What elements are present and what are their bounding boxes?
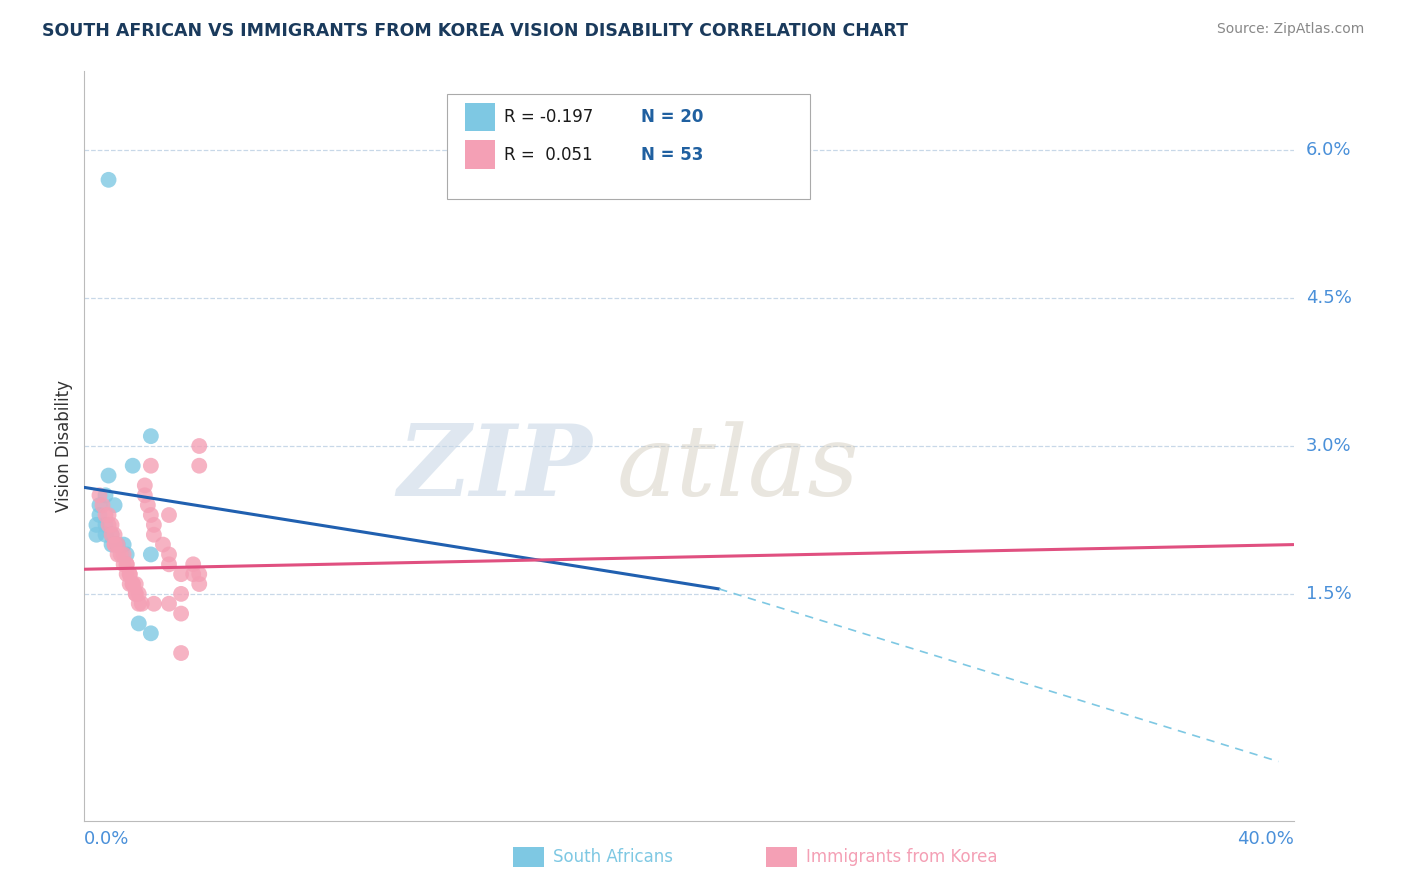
Point xyxy=(97,173,120,187)
Point xyxy=(125,577,148,591)
Point xyxy=(128,616,150,631)
Point xyxy=(89,498,111,512)
Point xyxy=(139,429,162,443)
Text: 3.0%: 3.0% xyxy=(1306,437,1351,455)
Point xyxy=(100,517,122,532)
Text: atlas: atlas xyxy=(616,421,859,516)
Point xyxy=(139,508,162,522)
Text: 0.0%: 0.0% xyxy=(84,830,129,848)
Point xyxy=(112,538,135,552)
Point xyxy=(188,458,211,473)
Point xyxy=(139,458,162,473)
Point xyxy=(107,538,129,552)
Text: N = 53: N = 53 xyxy=(641,145,703,163)
Point xyxy=(104,527,127,541)
Point xyxy=(110,548,132,562)
Point xyxy=(188,439,211,453)
Point xyxy=(134,478,156,492)
Point xyxy=(121,577,143,591)
Point xyxy=(115,567,138,582)
Point xyxy=(157,508,180,522)
Point xyxy=(107,548,129,562)
FancyBboxPatch shape xyxy=(465,140,495,169)
Point xyxy=(121,577,143,591)
Point xyxy=(91,498,114,512)
Text: Source: ZipAtlas.com: Source: ZipAtlas.com xyxy=(1216,22,1364,37)
Point xyxy=(181,567,204,582)
Point xyxy=(152,538,174,552)
Point xyxy=(170,646,193,660)
Point xyxy=(121,577,143,591)
FancyBboxPatch shape xyxy=(465,103,495,131)
Point xyxy=(97,508,120,522)
Point xyxy=(157,558,180,572)
Point xyxy=(157,548,180,562)
Point xyxy=(86,517,108,532)
Text: 6.0%: 6.0% xyxy=(1306,141,1351,160)
Point xyxy=(97,517,120,532)
Text: 1.5%: 1.5% xyxy=(1306,585,1351,603)
Point xyxy=(115,548,138,562)
Point xyxy=(125,587,148,601)
Point xyxy=(170,587,193,601)
Text: R = -0.197: R = -0.197 xyxy=(503,108,593,126)
Point xyxy=(142,597,165,611)
Point xyxy=(89,508,111,522)
Point xyxy=(94,508,117,522)
Point xyxy=(115,558,138,572)
Point xyxy=(115,558,138,572)
Point xyxy=(170,567,193,582)
Point xyxy=(104,498,127,512)
Point xyxy=(139,626,162,640)
Point xyxy=(100,538,122,552)
Point xyxy=(157,597,180,611)
Text: South Africans: South Africans xyxy=(553,848,672,866)
Point xyxy=(94,488,117,502)
Point xyxy=(139,548,162,562)
Point xyxy=(142,517,165,532)
Point xyxy=(94,527,117,541)
Text: SOUTH AFRICAN VS IMMIGRANTS FROM KOREA VISION DISABILITY CORRELATION CHART: SOUTH AFRICAN VS IMMIGRANTS FROM KOREA V… xyxy=(42,22,908,40)
Point xyxy=(136,498,159,512)
Point xyxy=(94,517,117,532)
Point xyxy=(134,488,156,502)
Text: 40.0%: 40.0% xyxy=(1237,830,1294,848)
Point xyxy=(128,587,150,601)
Point xyxy=(170,607,193,621)
Point xyxy=(100,527,122,541)
Point xyxy=(86,527,108,541)
Point xyxy=(128,597,150,611)
Point xyxy=(121,458,143,473)
Text: Immigrants from Korea: Immigrants from Korea xyxy=(806,848,997,866)
Text: R =  0.051: R = 0.051 xyxy=(503,145,592,163)
Text: 4.5%: 4.5% xyxy=(1306,289,1351,307)
Point xyxy=(112,548,135,562)
Point xyxy=(89,488,111,502)
Point xyxy=(118,567,141,582)
Point xyxy=(118,577,141,591)
Point xyxy=(112,558,135,572)
Point xyxy=(131,597,153,611)
Point xyxy=(188,577,211,591)
Text: ZIP: ZIP xyxy=(398,420,592,516)
FancyBboxPatch shape xyxy=(447,94,810,199)
Point xyxy=(104,538,127,552)
Point xyxy=(100,527,122,541)
Point xyxy=(125,587,148,601)
Point xyxy=(104,538,127,552)
Point xyxy=(181,558,204,572)
Point xyxy=(142,527,165,541)
Point xyxy=(107,538,129,552)
Point xyxy=(118,567,141,582)
Y-axis label: Vision Disability: Vision Disability xyxy=(55,380,73,512)
Text: N = 20: N = 20 xyxy=(641,108,703,126)
Point xyxy=(97,468,120,483)
Point xyxy=(188,567,211,582)
